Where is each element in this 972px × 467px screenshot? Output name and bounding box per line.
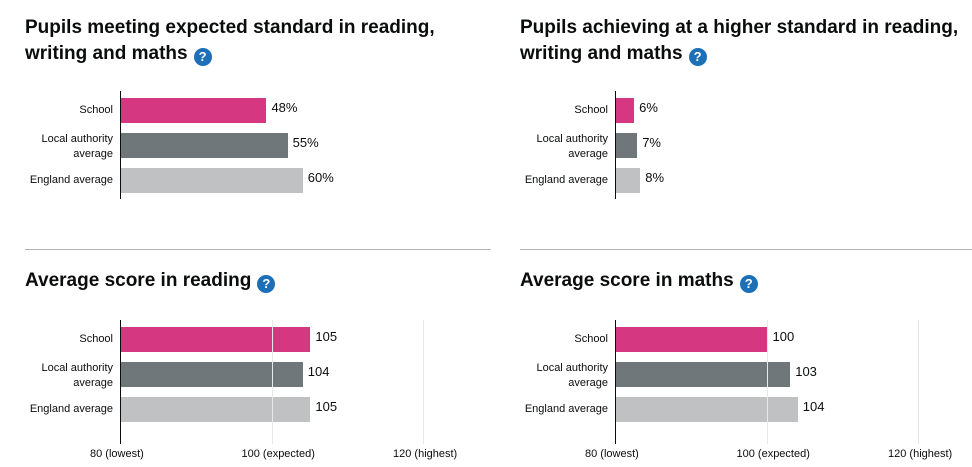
chart-title: Average score in reading? xyxy=(25,268,495,294)
row-label: Local authority average xyxy=(536,133,608,160)
chart-title: Pupils meeting expected standard in read… xyxy=(25,15,495,67)
question-mark-circle-icon[interactable]: ? xyxy=(257,275,276,293)
bar-school xyxy=(121,327,311,352)
axis-gridline xyxy=(918,320,919,444)
axis-tick-label: 100 (expected) xyxy=(736,448,810,460)
bar-value-label: 104 xyxy=(802,399,825,414)
row-label: Local authority average xyxy=(41,133,113,160)
axis-gridline xyxy=(766,320,768,444)
row-label: England average xyxy=(524,174,608,186)
chart-axis-line xyxy=(120,91,121,199)
chart-axis-line xyxy=(120,320,121,444)
row-label: England average xyxy=(524,403,608,415)
row-label: Local authority average xyxy=(536,362,608,389)
row-label: School xyxy=(574,104,608,116)
chart-axis-line xyxy=(615,91,616,199)
chart-title-text: Pupils achieving at a higher standard in… xyxy=(520,17,959,64)
axis-tick-label: 120 (highest) xyxy=(888,448,953,460)
bar-value-label: 7% xyxy=(642,135,661,150)
chart-panel: Average score in reading? School 105 Local … xyxy=(25,270,458,460)
row-label: School xyxy=(79,333,113,345)
bar-local-authority xyxy=(121,362,303,387)
bar-england xyxy=(616,168,641,193)
axis-gridline xyxy=(271,320,273,444)
question-mark-circle-icon[interactable]: ? xyxy=(193,48,212,66)
bar-school xyxy=(616,98,635,123)
bar-england xyxy=(616,397,798,422)
bar-value-label: 105 xyxy=(315,399,338,414)
bar-value-label: 8% xyxy=(645,170,665,185)
bar-local-authority xyxy=(616,133,638,158)
axis-tick-label: 120 (highest) xyxy=(393,448,458,460)
chart-panel: Pupils achieving at a higher standard in… xyxy=(495,0,972,467)
chart-panel: Average score in maths? School 100 Local au… xyxy=(495,0,972,467)
chart-panel: Pupils meeting expected standard in read… xyxy=(25,17,435,199)
bar-value-label: 103 xyxy=(795,364,817,379)
chart-axis-line xyxy=(615,320,616,444)
divider-left xyxy=(25,249,491,250)
axis-tick-label: 80 (lowest) xyxy=(585,448,639,460)
bar-value-label: 48% xyxy=(271,100,298,115)
row-label: Local authority average xyxy=(41,362,113,389)
row-label: England average xyxy=(29,403,113,415)
chart-title-text: Average score in reading xyxy=(25,270,252,291)
chart-title: Average score in maths? xyxy=(520,268,972,294)
bar-local-authority xyxy=(616,362,791,387)
bar-england xyxy=(121,168,303,193)
axis-tick-label: 80 (lowest) xyxy=(90,448,144,460)
bar-value-label: 55% xyxy=(292,135,319,150)
bar-value-label: 6% xyxy=(639,100,658,115)
divider-right xyxy=(520,249,972,250)
bar-value-label: 105 xyxy=(315,329,338,344)
axis-tick-label: 100 (expected) xyxy=(241,448,315,460)
question-mark-circle-icon[interactable]: ? xyxy=(739,275,758,293)
row-label: England average xyxy=(29,174,113,186)
bar-value-label: 100 xyxy=(772,329,795,344)
axis-gridline xyxy=(423,320,424,444)
bar-school xyxy=(121,98,267,123)
bar-value-label: 60% xyxy=(307,170,334,185)
bar-value-label: 104 xyxy=(307,364,330,379)
chart-title: Pupils achieving at a higher standard in… xyxy=(520,15,972,67)
bar-school xyxy=(616,327,768,352)
row-label: School xyxy=(574,333,608,345)
chart-title-text: Average score in maths xyxy=(520,270,734,291)
bar-local-authority xyxy=(121,133,288,158)
chart-title-text: Pupils meeting expected standard in read… xyxy=(25,17,435,64)
row-label: School xyxy=(79,104,113,116)
bar-england xyxy=(121,397,311,422)
question-mark-circle-icon[interactable]: ? xyxy=(688,48,707,66)
